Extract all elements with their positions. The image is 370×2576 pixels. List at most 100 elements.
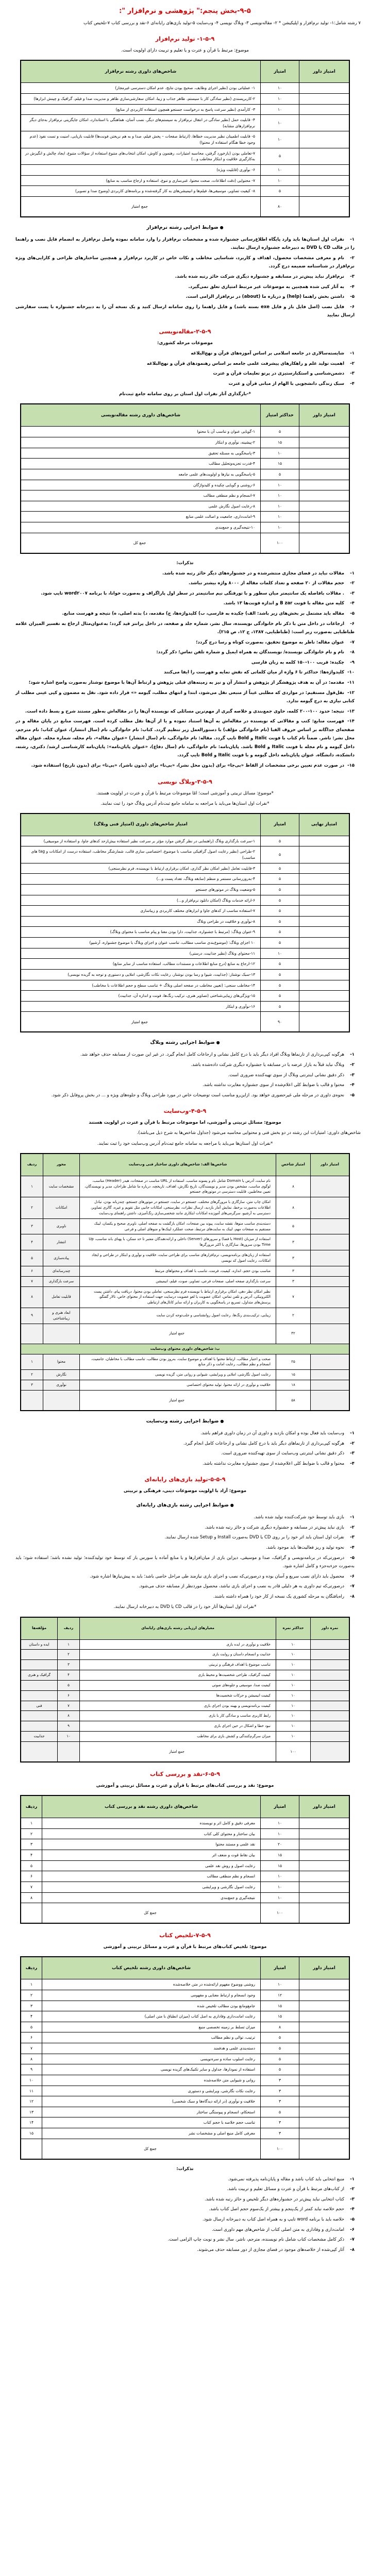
list-item: ۱- نفرات اول استان‌ها باید وارد پایگاه ا… xyxy=(15,235,355,252)
cell-criteria-score: ۱۵ xyxy=(276,1369,311,1381)
cell-criteria-score: ۲۵ xyxy=(276,1353,311,1370)
cell-jury-score xyxy=(310,1670,350,1681)
list-item-text: نحوه تولید و ریز فعالیت‌ها باید موجود با… xyxy=(266,1545,344,1551)
table-total-row: ۱۰۰ جمع کل xyxy=(20,1903,350,1924)
cell-jury-score xyxy=(299,458,350,469)
cell-criteria: ۷-انسجام و نظم منطقی مطالب xyxy=(20,490,261,501)
cell-criteria: مناسب بودن حجم، اندازه، کیفیت، فرمت، تنا… xyxy=(79,1265,276,1277)
table-row: ۱۰ ۵- قابلیت اطمینان نظیر مدیریت خطاها، (… xyxy=(20,131,350,148)
table-total-row: ۱۰۰ جمع کل xyxy=(20,532,350,554)
list-item: ۲- هرگونه کپی‌برداری از تارنماهای دیگر ب… xyxy=(15,1439,355,1448)
cell-score: ۱۰ xyxy=(260,1871,299,1882)
cell-criteria: رعایت اصول نگارشی، املایی و ویرایشی، شیو… xyxy=(79,1369,276,1381)
table-row: ۱۰ ۱۰-نتیجه‌گیری و جمع‌بندی xyxy=(20,522,350,533)
table-row: ۱۰ روشنی ووضوح مفهوم ارائه‌شده در متن خلا… xyxy=(20,1979,350,1990)
table-row: ۵ ۸- کیفیت تصاویر، موسیقی‌ها، فیلم‌ها و ا… xyxy=(20,185,350,197)
table-total-row: ۴۲ جمع امتیاز xyxy=(20,1323,350,1344)
cell-criteria: استفاده از زبان‌های برنامه‌نویسی، نرم‌اف… xyxy=(79,1250,276,1266)
list-item-text: دشمن‌شناسی و استکبارستیزی در پرتو تعلیما… xyxy=(213,371,344,377)
list-item-text: داشتن بخش راهنما (help) و درباره ما (abo… xyxy=(186,294,344,300)
document-page: ۹-۵-بخش پنجم:" پژوهشی و نرم‌افزار ": ۷ ر… xyxy=(0,7,370,2266)
table-row: ۵ ۳-قابلیت تعامل (نظیر امکان نظر گذاری، ا… xyxy=(20,862,350,874)
list-item-text: به آثار کپی شده همچنین به موضوعات غیر مر… xyxy=(188,284,345,290)
cell-score: ۵ xyxy=(260,2032,299,2044)
cell-axis: امکانات xyxy=(43,1197,80,1219)
list-item-number: ۳- xyxy=(350,1072,355,1078)
cell-row-no: ۹ xyxy=(20,1308,43,1324)
list-item-text: بازی نباید پیش‌تر در مسابقه و جشنواره دی… xyxy=(205,1524,344,1530)
cell-criteria: روانی و شیوایی متن خلاصه‌شده xyxy=(42,2074,261,2086)
list-item-text: عنوان مقاله: ناظر به موضوع تحقیق، به‌صور… xyxy=(196,639,344,645)
table-row: ۱۰ ۱۱-محتوای وبلاگ (نظیر جذابیت، درستی) xyxy=(20,947,350,959)
cell-axis: مشخصات سایت xyxy=(43,1175,80,1198)
table-row: ۵ ۵-وضعیت وبلاگ در موتورهای جستجو xyxy=(20,884,350,895)
cell-criteria: ۱۳-سبک نوشتار: (جذابیت، شیوا و رسا بودن … xyxy=(20,969,261,980)
cell-max-score: ۱۰ xyxy=(276,1659,311,1671)
cell-criteria: استفاده از میزبان (Host یا فضا) و سرورها… xyxy=(79,1234,276,1251)
article-criteria-table: امتیاز داور حداکثر امتیاز شاخص‌های داوری… xyxy=(20,403,350,554)
list-item-text: فایل نصب (اصل فایل باز و فایل exe بسته ب… xyxy=(15,304,355,318)
list-item: ۲- حجم مقالات از ۲۰ صفحه و تعداد کلمات م… xyxy=(15,579,355,588)
list-item: ۵- مقاله باید مشتمل بر بخش‌های زیر باشد:… xyxy=(15,609,355,618)
list-item-number: ۱۳- xyxy=(347,708,355,714)
section-5-intro: ۷ رشته شامل:۱- تولید نرم‌افزار و اپلیکیش… xyxy=(83,21,361,26)
cell-axis: ابعاد هنری و زیباشناختی xyxy=(43,1308,80,1324)
cell-criteria-score: ۱۸ xyxy=(276,1380,311,1391)
cell-jury-score xyxy=(299,468,350,480)
table-row: ۸ نام سایت، آدرس یا Domain شامل نام و پسو… xyxy=(20,1175,350,1198)
col-score: امتیاز xyxy=(260,60,299,83)
list-item: ۳- ذکر دقیق نشانی اینترنتی وب‌سایت از سو… xyxy=(15,1449,355,1458)
list-item: ۳- ذکر دقیق نشانی اینترنتی وبلاگ از سوی … xyxy=(15,1071,355,1080)
cell-jury-score xyxy=(299,862,350,874)
table-row: ۸ میزان تسلط بر زمینه تخصصی منبع ۵ xyxy=(20,2021,350,2033)
list-item-text: خلاصه باید با برنامه word تایپ و به همرا… xyxy=(203,2217,344,2223)
list-item-text: درصورتی‌که تیم داوری به هر دلیلی قادر به… xyxy=(139,1584,344,1589)
cell-row-no: ۲ xyxy=(57,1649,80,1660)
table-row: ۳ استفاده از میزبان (Host یا فضا) و سروره… xyxy=(20,1234,350,1251)
cell-criteria: ۴- قابلیت حمل (نظیر سادگی در انتقال نرم‌… xyxy=(20,114,261,132)
cell-criteria: رعایت اصول نگارشی و ویرایشی xyxy=(42,1881,261,1893)
list-item-text: نام و معرفی مشخصات محصول، اهداف و کاربرد… xyxy=(15,255,355,269)
cell-score: ۱۵ xyxy=(260,458,299,469)
game-heading: ۵-۵-۹-تولید بازی‌های رایانه‌ای xyxy=(144,1476,226,1483)
list-item-text: راه‌یافتگان به مرحله کشوری یک نسخه از کا… xyxy=(213,1594,344,1599)
cell-criteria: رابط کاربری مناسب و سادگی کار با بازی xyxy=(79,1710,276,1722)
table-header-row: امتیاز داور امتیاز شاخص‌های داوری رشته ت… xyxy=(20,1956,350,1980)
cell-component xyxy=(20,1721,58,1732)
list-item-text: حجم مقالات از ۲۰ صفحه و تعداد کلمات مقال… xyxy=(189,581,344,586)
cell-jury-score xyxy=(299,2032,350,2044)
list-item: ۶- فایل نصب (اصل فایل باز و فایل exe بست… xyxy=(15,303,355,320)
cell-total-label: جمع امتیاز xyxy=(79,1741,276,1762)
cell-total-score: ۱۰۰ xyxy=(276,1741,311,1762)
list-item: ۱۱- مقدمه: در آن به هدف پژوهشگر از پژوهش… xyxy=(15,679,355,687)
cell-criteria: بیان نقاط قوت و ضعف اثر xyxy=(42,1850,261,1861)
cell-criteria: ۵- قابلیت اطمینان نظیر مدیریت خطاها، (ار… xyxy=(20,131,261,148)
cell-criteria: ۸-رعایت اصول نگارش علمی xyxy=(20,500,261,512)
cell-row-no: ۱۲ xyxy=(20,2096,42,2107)
cell-criteria: جذابیت و انسجام داستان و روایت بازی xyxy=(79,1649,276,1660)
game-rules-list: ۱- بازی باید توسط خود شرکت‌کننده تولید ش… xyxy=(15,1513,355,1601)
cell-component xyxy=(20,1659,58,1671)
article-notes-heading: تذکرات: xyxy=(176,560,194,566)
list-item-text: از کتاب‌های مرتبط با قرآن و عترت و مسائل… xyxy=(227,2187,344,2192)
cell-criteria: میزان سرگرم‌کنندگی و کشش بازی برای مخاطب xyxy=(79,1731,276,1742)
software-subject: موضوع: مرتبط با قرآن و عترت و یا تعلیم و… xyxy=(121,48,249,54)
list-item: ۸- نام و نام خانوادگی نویسنده/ نویسندگان… xyxy=(15,648,355,657)
list-item-number: ۳- xyxy=(350,1451,355,1456)
cell-total-score: ۹۰ xyxy=(260,1011,299,1032)
cell-jury-score xyxy=(299,905,350,917)
list-item: ۲- اهمیت تولید علم و راهکارهای پیشرفت عل… xyxy=(15,360,355,368)
list-item-text: اهمیت تولید علم و راهکارهای پیشرفت علمی … xyxy=(146,361,344,366)
cell-jury-score xyxy=(299,2106,350,2118)
list-item: ۳- . مقالات بافاصله یک سانتیمتر میان سطو… xyxy=(15,589,355,598)
list-item-number: ۴- xyxy=(350,284,355,290)
cell-score: ۳ xyxy=(260,2096,299,2107)
cell-component xyxy=(20,1741,58,1762)
table-row: ۱۰ خلاقیت و نوآوری در ایده بازی ۱ ایده و دا… xyxy=(20,1639,350,1650)
cell-score: ۵ xyxy=(260,835,299,847)
list-item: ۱- هرگونه کپی‌برداری از تارنماها وبلاگ ا… xyxy=(15,1050,355,1059)
cell-criteria-score: ۳ xyxy=(276,1265,311,1277)
table-row: ۱۵ جامع‌ومانع بودن مطالب تلخیص شده ۳ xyxy=(20,2000,350,2012)
list-item-text: بازی باید توسط خود شرکت‌کننده تولید شده … xyxy=(254,1515,344,1520)
cell-criteria: خلاقیت و نوآوری (در ارائه دیدگاه‌ها و سب… xyxy=(42,2096,261,2107)
